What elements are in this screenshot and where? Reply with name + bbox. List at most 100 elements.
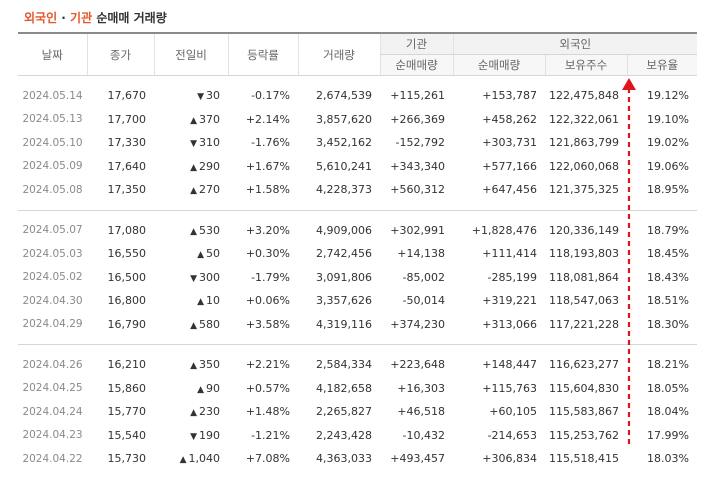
cell-change-value: 300 <box>199 270 220 284</box>
cell-inst-net: -10,432 <box>402 428 445 442</box>
cell-close: 16,500 <box>107 270 147 284</box>
cell-close: 17,700 <box>107 112 147 126</box>
cell-foreign-net: +303,731 <box>482 136 537 150</box>
cell-date: 2024.05.14 <box>22 89 83 102</box>
cell-volume: 4,909,006 <box>316 223 372 237</box>
cell-change-value: 290 <box>199 159 220 173</box>
cell-inst-net: -152,792 <box>395 136 445 150</box>
cell-inst-net: +266,369 <box>390 112 445 126</box>
cell-change-value: 90 <box>206 381 220 395</box>
up-triangle-icon: ▲ <box>190 186 197 197</box>
cell-close: 16,550 <box>107 247 147 261</box>
cell-rate: -1.76% <box>251 136 290 150</box>
cell-close: 17,330 <box>107 136 147 150</box>
cell-foreign-net: -214,653 <box>487 428 537 442</box>
header-foreign-hold: 보유주수 <box>544 54 627 76</box>
cell-date: 2024.04.25 <box>22 382 83 395</box>
cell-foreign-net: +313,066 <box>482 317 537 331</box>
cell-change: ▲ 350 <box>154 353 228 377</box>
cell-date: 2024.05.07 <box>22 224 83 237</box>
cell-inst-net: +16,303 <box>397 381 445 395</box>
down-triangle-icon: ▼ <box>190 139 197 150</box>
header-volume: 거래량 <box>297 32 380 76</box>
cell-volume: 2,243,428 <box>316 428 372 442</box>
cell-foreign-hold: 118,081,864 <box>549 270 619 284</box>
cell-foreign-hold: 122,060,068 <box>549 159 619 173</box>
cell-foreign-ratio: 18.30% <box>647 317 689 331</box>
cell-volume: 3,452,162 <box>316 136 372 150</box>
cell-close: 17,080 <box>107 223 147 237</box>
cell-foreign-ratio: 19.12% <box>647 89 689 103</box>
cell-foreign-ratio: 18.51% <box>647 294 689 308</box>
trading-volume-table: 날짜 종가 전일비 등락률 거래량 기관 외국인 순매매량 순매매량 보유주수 … <box>18 32 697 479</box>
cell-foreign-hold: 117,221,228 <box>549 317 619 331</box>
cell-volume: 4,319,116 <box>316 317 372 331</box>
page-title: 외국인 · 기관 순매매 거래량 <box>24 9 167 27</box>
cell-volume: 3,091,806 <box>316 270 372 284</box>
up-triangle-icon: ▲ <box>197 297 204 308</box>
cell-change-value: 350 <box>199 358 220 372</box>
cell-rate: +2.21% <box>245 358 290 372</box>
cell-change-value: 530 <box>199 223 220 237</box>
cell-foreign-hold: 121,863,799 <box>549 136 619 150</box>
cell-date: 2024.04.29 <box>22 318 83 331</box>
header-change: 전일비 <box>153 32 228 76</box>
cell-change: ▼ 300 <box>154 266 228 290</box>
down-triangle-icon: ▼ <box>190 431 197 442</box>
cell-foreign-net: +647,456 <box>482 183 537 197</box>
up-triangle-icon: ▲ <box>190 115 197 126</box>
cell-rate: -1.79% <box>251 270 290 284</box>
cell-inst-net: +560,312 <box>390 183 445 197</box>
table-body: 2024.05.14 17,670 ▼ 30 -0.17% 2,674,539 +115,2… <box>18 76 697 479</box>
cell-rate: +0.57% <box>245 381 290 395</box>
cell-foreign-ratio: 18.43% <box>647 270 689 284</box>
cell-date: 2024.04.24 <box>22 405 83 418</box>
cell-foreign-net: +306,834 <box>482 452 537 466</box>
cell-volume: 4,228,373 <box>316 183 372 197</box>
cell-inst-net: +115,261 <box>390 89 445 103</box>
cell-foreign-hold: 122,475,848 <box>549 89 619 103</box>
cell-inst-net: +302,991 <box>390 223 445 237</box>
up-triangle-icon: ▲ <box>190 162 197 173</box>
cell-foreign-hold: 118,193,803 <box>549 247 619 261</box>
cell-rate: +0.06% <box>245 294 290 308</box>
header-foreign-ratio: 보유율 <box>626 54 697 76</box>
up-triangle-icon: ▲ <box>190 320 197 331</box>
cell-foreign-net: +60,105 <box>489 405 537 419</box>
cell-foreign-hold: 121,375,325 <box>549 183 619 197</box>
cell-foreign-ratio: 18.05% <box>647 381 689 395</box>
cell-foreign-net: -285,199 <box>487 270 537 284</box>
cell-close: 15,540 <box>107 428 147 442</box>
cell-change: ▲ 580 <box>154 313 228 337</box>
cell-rate: +7.08% <box>245 452 290 466</box>
cell-foreign-net: +458,262 <box>482 112 537 126</box>
cell-date: 2024.05.13 <box>22 113 83 126</box>
cell-foreign-ratio: 18.21% <box>647 358 689 372</box>
cell-inst-net: +493,457 <box>390 452 445 466</box>
cell-rate: +3.20% <box>245 223 290 237</box>
cell-change: ▲ 1,040 <box>154 447 228 471</box>
cell-foreign-ratio: 18.95% <box>647 183 689 197</box>
cell-inst-net: +223,648 <box>390 358 445 372</box>
cell-change-value: 50 <box>206 247 220 261</box>
cell-change: ▲ 230 <box>154 400 228 424</box>
cell-date: 2024.05.02 <box>22 271 83 284</box>
cell-volume: 3,357,626 <box>316 294 372 308</box>
cell-foreign-ratio: 19.10% <box>647 112 689 126</box>
cell-close: 17,670 <box>107 89 147 103</box>
cell-change-value: 310 <box>199 136 220 150</box>
cell-date: 2024.05.09 <box>22 160 83 173</box>
cell-foreign-hold: 115,604,830 <box>549 381 619 395</box>
cell-volume: 3,857,620 <box>316 112 372 126</box>
cell-change: ▼ 30 <box>154 84 228 108</box>
cell-rate: +0.30% <box>245 247 290 261</box>
cell-foreign-hold: 116,623,277 <box>549 358 619 372</box>
cell-close: 15,730 <box>107 452 147 466</box>
cell-foreign-hold: 115,583,867 <box>549 405 619 419</box>
cell-rate: +3.58% <box>245 317 290 331</box>
cell-foreign-ratio: 17.99% <box>647 428 689 442</box>
cell-inst-net: +343,340 <box>390 159 445 173</box>
cell-date: 2024.04.23 <box>22 429 83 442</box>
cell-foreign-ratio: 18.04% <box>647 405 689 419</box>
header-date: 날짜 <box>18 32 87 76</box>
